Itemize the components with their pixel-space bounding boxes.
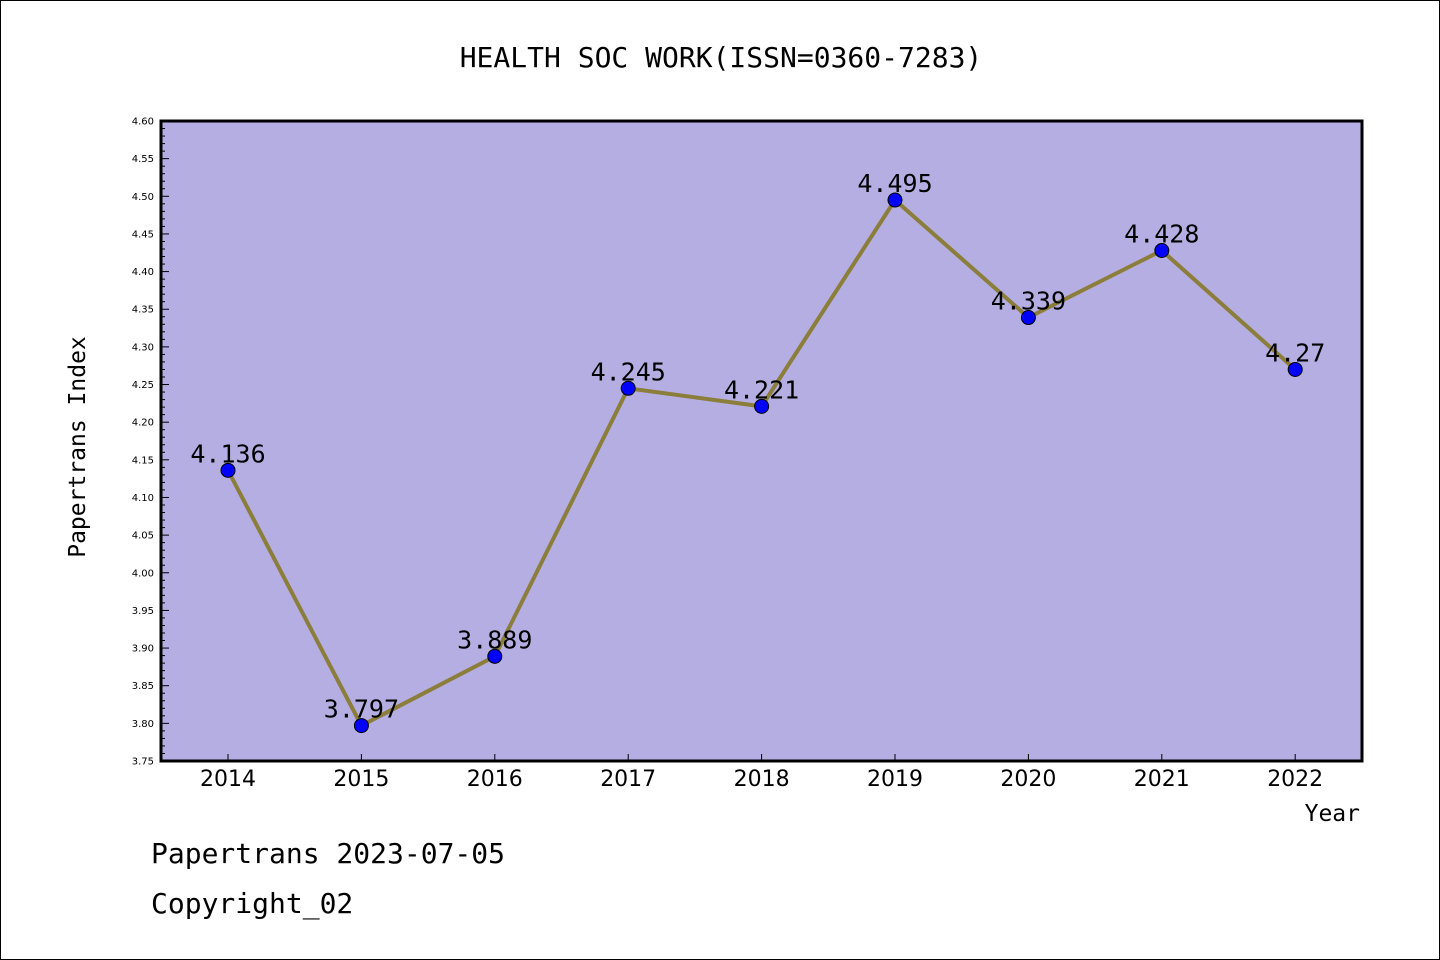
y-tick-label: 4.05 [132, 531, 154, 542]
x-axis-title: Year [1305, 801, 1360, 827]
y-tick-label: 4.00 [132, 568, 154, 579]
x-tick-label: 2015 [333, 767, 389, 792]
data-point [220, 462, 236, 478]
x-tick-label: 2018 [734, 767, 790, 792]
y-tick-label: 3.90 [132, 644, 154, 655]
y-tick-label: 3.85 [132, 681, 154, 692]
y-tick-label: 4.55 [132, 154, 154, 165]
data-point [353, 718, 369, 734]
footer-copyright: Copyright_02 [151, 887, 354, 920]
data-label: 4.495 [857, 169, 932, 198]
data-point [487, 648, 503, 664]
series-line: 4.136 3.797 3.889 4.245 4.221 4.495 4.339 4.428… [190, 169, 1325, 734]
y-tick-label: 3.95 [132, 606, 154, 617]
data-label: 4.221 [724, 375, 799, 404]
data-label: 3.797 [324, 695, 399, 724]
chart-title: HEALTH SOC WORK(ISSN=0360-7283) [460, 41, 983, 74]
y-axis-title: Papertrans Index [65, 336, 91, 558]
x-tick-label: 2021 [1134, 767, 1190, 792]
data-label: 4.245 [591, 357, 666, 386]
x-tick-label: 2022 [1267, 767, 1323, 792]
x-tick-label: 2020 [1000, 767, 1056, 792]
data-point [887, 192, 903, 208]
data-label: 4.339 [991, 287, 1066, 316]
y-tick-label: 4.15 [132, 455, 154, 466]
x-tick-label: 2014 [200, 767, 256, 792]
x-tick-label: 2019 [867, 767, 923, 792]
y-tick-label: 3.80 [132, 719, 154, 730]
x-axis: 2014 2015 2016 2017 2018 2019 2020 2021 2022 [200, 754, 1323, 792]
data-label: 3.889 [457, 625, 532, 654]
y-tick-label: 4.30 [132, 342, 154, 353]
plot-area [159, 119, 1364, 763]
data-point [1154, 243, 1170, 259]
data-point [754, 398, 770, 414]
y-tick-label: 4.20 [132, 418, 154, 429]
x-tick-label: 2016 [467, 767, 523, 792]
y-tick-label: 4.50 [132, 192, 154, 203]
y-axis: 3.75 3.80 3.85 3.90 3.95 4.00 4.05 4.10 4.15 4.20… [132, 117, 169, 768]
y-tick-label: 4.60 [132, 117, 154, 128]
x-tick-label: 2017 [600, 767, 656, 792]
data-label: 4.428 [1124, 220, 1199, 249]
data-point [1020, 310, 1036, 326]
data-point [620, 380, 636, 396]
y-tick-label: 4.40 [132, 267, 154, 278]
y-tick-label: 4.35 [132, 305, 154, 316]
data-label: 4.27 [1265, 338, 1325, 367]
y-tick-label: 4.10 [132, 493, 154, 504]
y-tick-label: 3.75 [132, 757, 154, 768]
data-label: 4.136 [190, 439, 265, 468]
y-tick-label: 4.25 [132, 380, 154, 391]
data-point [1287, 361, 1303, 377]
y-tick-label: 4.45 [132, 229, 154, 240]
footer-date: Papertrans 2023-07-05 [151, 837, 506, 870]
